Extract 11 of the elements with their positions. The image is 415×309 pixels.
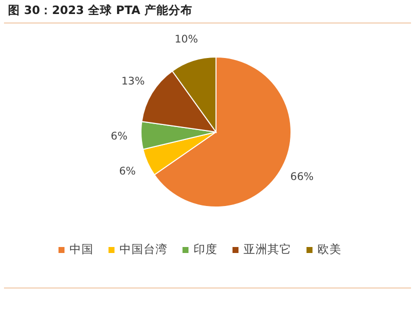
data-label: 6% — [119, 165, 136, 178]
legend-label: 中国 — [70, 242, 94, 256]
legend-label: 印度 — [194, 242, 218, 256]
legend-label: 欧美 — [318, 242, 342, 256]
data-label: 10% — [174, 34, 198, 46]
data-label: 6% — [110, 130, 128, 142]
data-label: 13% — [121, 76, 145, 88]
legend-label: 中国台湾 — [120, 242, 168, 256]
chart-title: 图 30：2023 全球 PTA 产能分布 — [8, 3, 192, 18]
data-label: 66% — [290, 170, 314, 183]
legend-label: 亚洲其它 — [244, 242, 292, 256]
